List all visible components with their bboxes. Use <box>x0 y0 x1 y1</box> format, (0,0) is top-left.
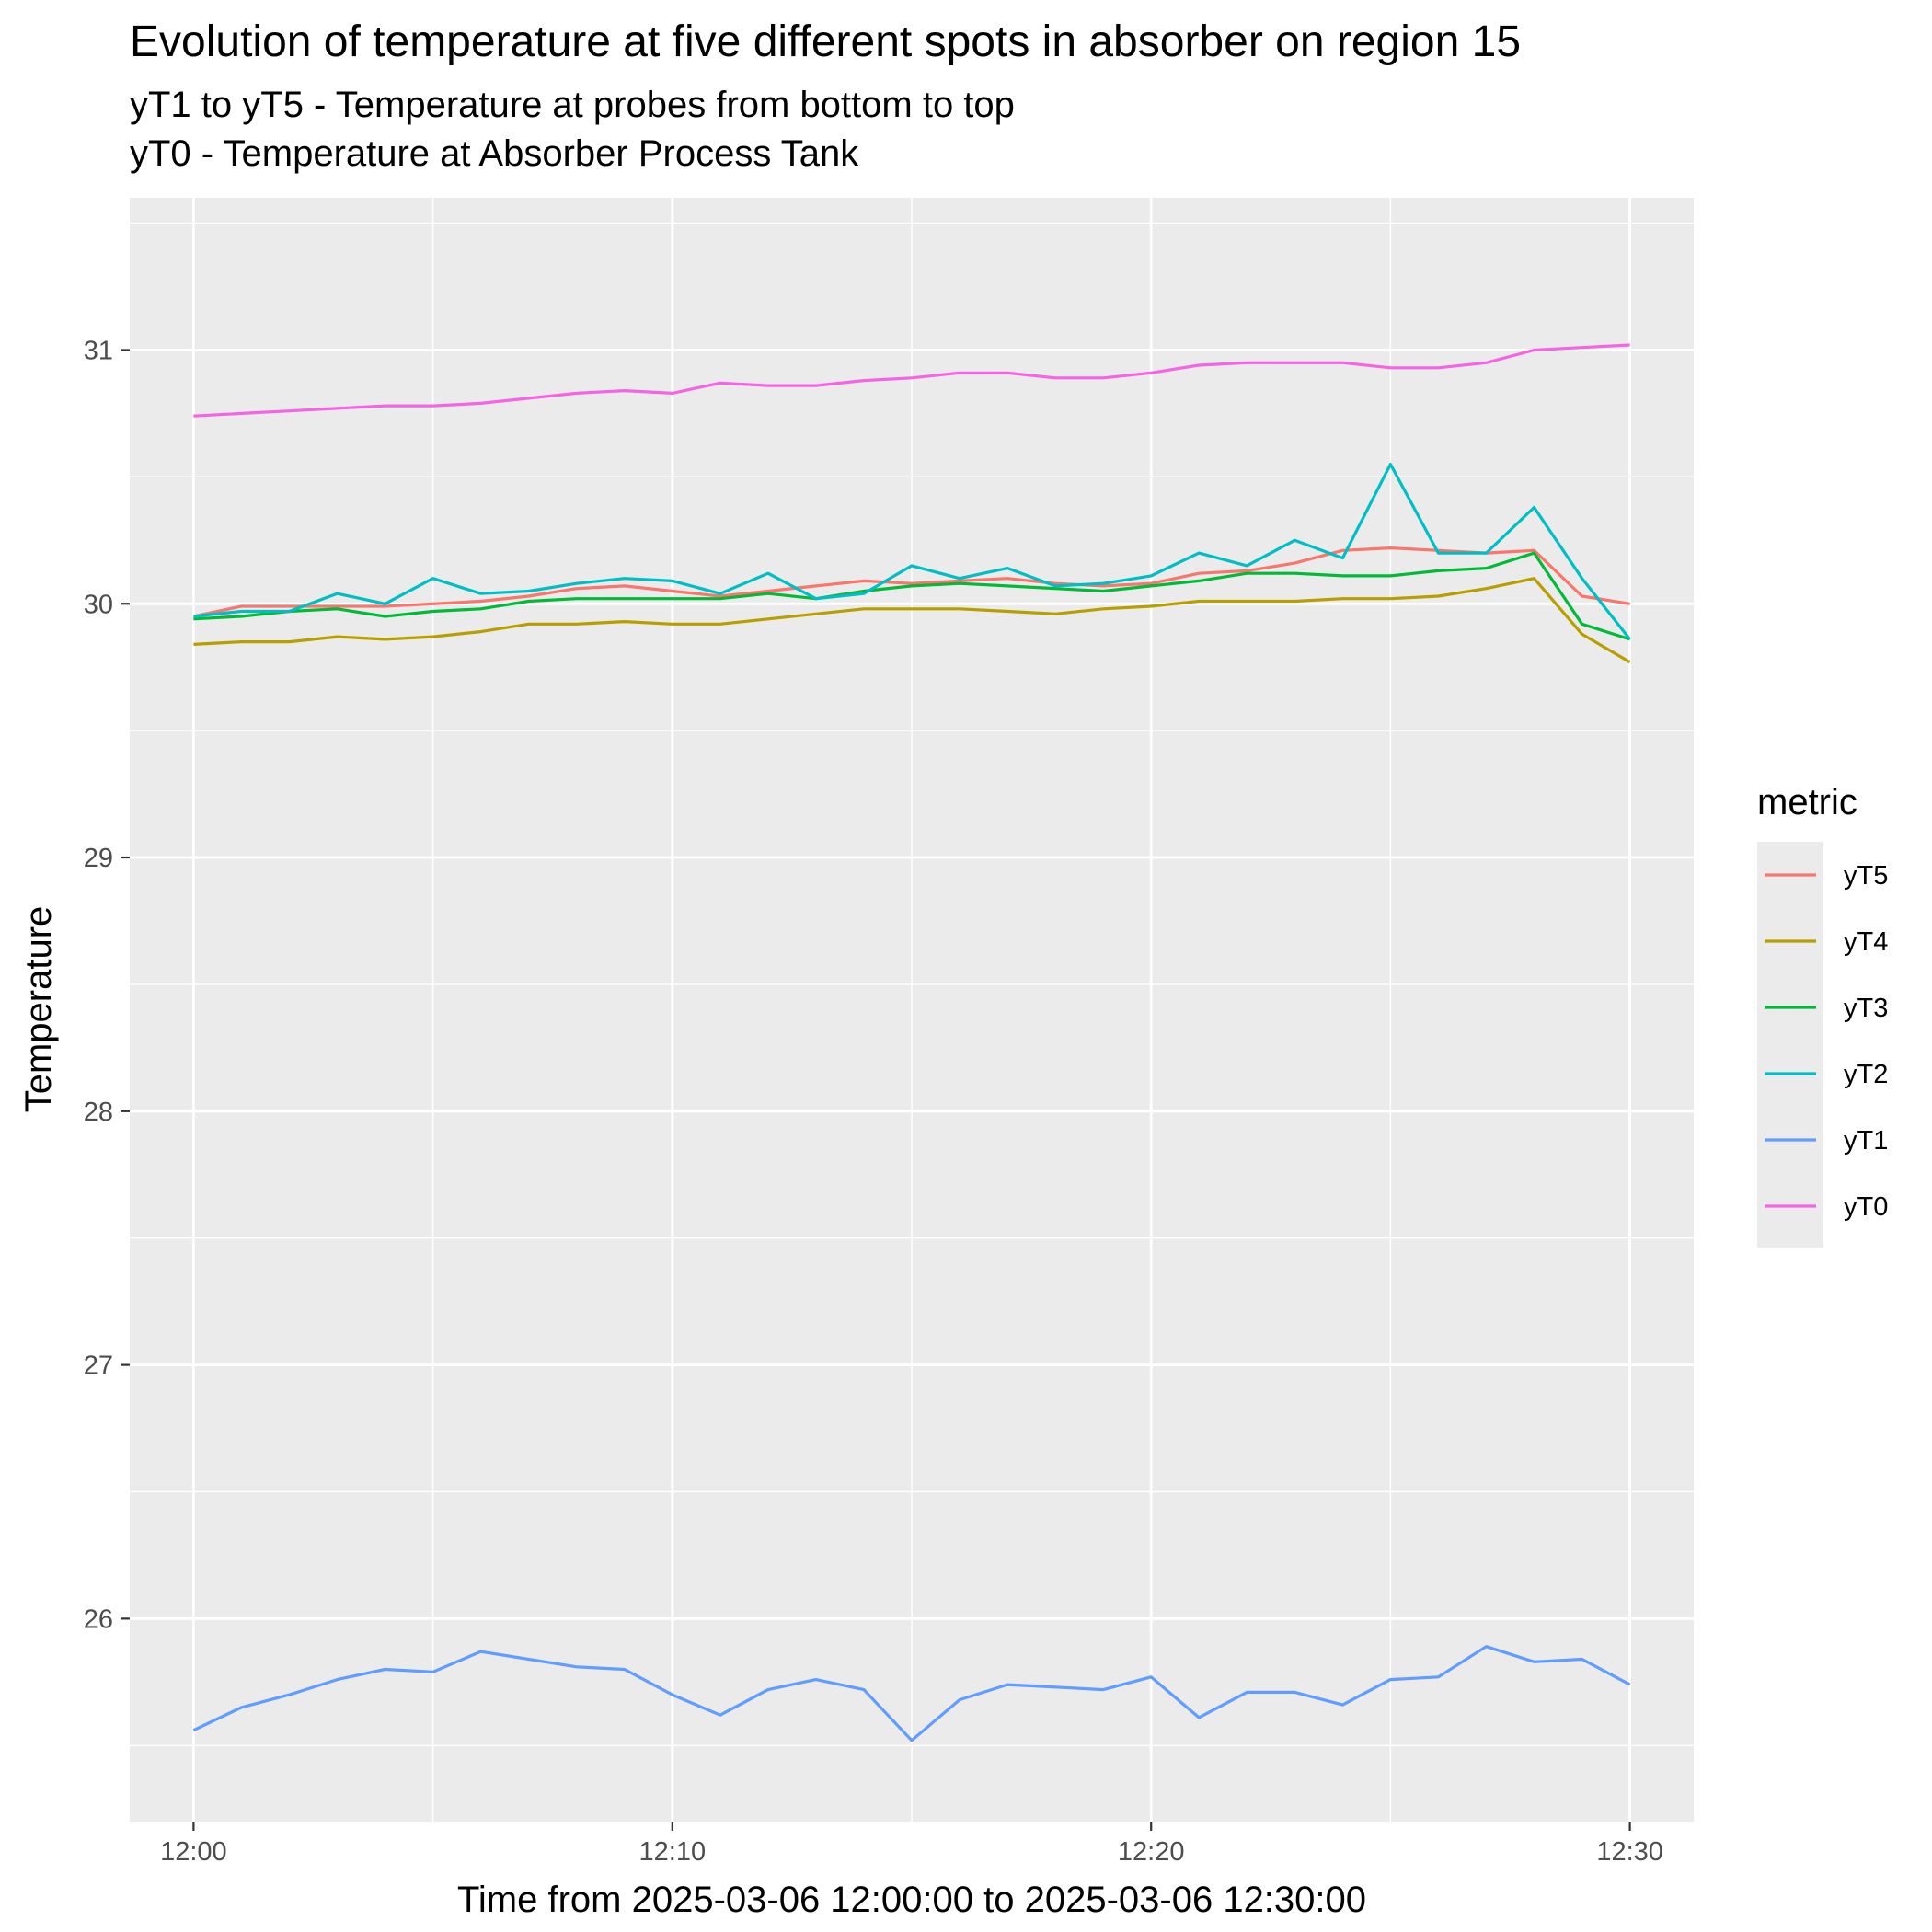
y-axis-title: Temperature <box>18 906 59 1113</box>
y-tick-label: 29 <box>84 844 113 873</box>
legend-key-background <box>1757 842 1823 1248</box>
axes: 12:00 12:10 12:20 12:30 26 27 28 29 30 31 <box>84 336 1663 1867</box>
legend-title: metric <box>1757 782 1857 822</box>
legend-label-yT5: yT5 <box>1844 861 1888 891</box>
y-tick-label: 31 <box>84 336 113 365</box>
minor-gridlines <box>130 198 1694 1822</box>
chart-title: Evolution of temperature at five differe… <box>130 17 1522 66</box>
y-tick-label: 30 <box>84 590 113 619</box>
legend-label-yT3: yT3 <box>1844 994 1888 1023</box>
legend-label-yT0: yT0 <box>1844 1192 1888 1222</box>
y-tick-label: 27 <box>84 1351 113 1381</box>
x-tick-label: 12:00 <box>160 1837 227 1867</box>
series-line-yT4 <box>193 577 1631 664</box>
series-line-yT2 <box>193 463 1631 640</box>
x-tick-label: 12:10 <box>639 1837 707 1867</box>
legend-label-yT2: yT2 <box>1844 1060 1888 1089</box>
chart-subtitle-line-1: yT1 to yT5 - Temperature at probes from … <box>130 85 1015 125</box>
series-line-yT3 <box>193 551 1631 641</box>
series-line-yT0 <box>193 343 1630 418</box>
major-gridlines <box>130 198 1694 1822</box>
series-lines <box>192 343 1631 1742</box>
x-tick-label: 12:20 <box>1118 1837 1185 1867</box>
series-line-yT1 <box>192 1645 1631 1742</box>
x-tick-label: 12:30 <box>1596 1837 1663 1867</box>
y-tick-label: 28 <box>84 1098 113 1127</box>
chart-subtitle-line-2: yT0 - Temperature at Absorber Process Ta… <box>130 133 859 174</box>
x-axis-title: Time from 2025-03-06 12:00:00 to 2025-03… <box>457 1880 1366 1920</box>
series-line-yT5 <box>193 546 1630 618</box>
legend: metric yT5 yT4 yT3 yT2 yT1 yT0 <box>1757 782 1888 1248</box>
legend-label-yT4: yT4 <box>1844 927 1888 957</box>
y-tick-label: 26 <box>84 1604 113 1634</box>
legend-label-yT1: yT1 <box>1844 1126 1888 1156</box>
